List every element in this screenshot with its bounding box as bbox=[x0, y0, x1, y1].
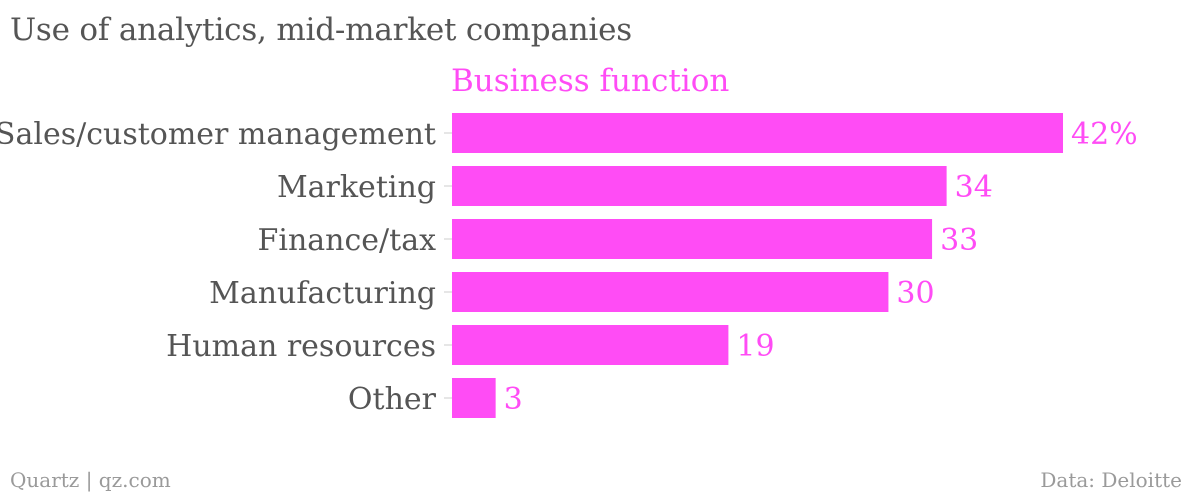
category-label: Finance/tax bbox=[258, 223, 437, 258]
data-label: 33 bbox=[940, 223, 978, 258]
category-label: Sales/customer management bbox=[0, 117, 436, 152]
data-label: 30 bbox=[896, 276, 934, 311]
bar bbox=[452, 325, 729, 365]
data-label: 19 bbox=[736, 329, 774, 364]
bar bbox=[452, 219, 933, 259]
bar bbox=[452, 378, 496, 418]
category-label: Human resources bbox=[166, 329, 436, 364]
data-label: 34 bbox=[955, 170, 993, 205]
chart-title: Use of analytics, mid-market companies bbox=[10, 12, 632, 48]
footer-source-credit: Quartz | qz.com bbox=[10, 468, 171, 492]
bar bbox=[452, 272, 889, 312]
category-label: Manufacturing bbox=[209, 276, 436, 311]
data-label: 42% bbox=[1071, 117, 1138, 152]
data-label: 3 bbox=[504, 382, 523, 417]
category-label: Other bbox=[348, 382, 437, 417]
series-label: Business function bbox=[451, 63, 730, 99]
bar bbox=[452, 113, 1063, 153]
bar bbox=[452, 166, 947, 206]
footer-data-credit: Data: Deloitte bbox=[1040, 468, 1182, 492]
category-label: Marketing bbox=[277, 170, 436, 205]
